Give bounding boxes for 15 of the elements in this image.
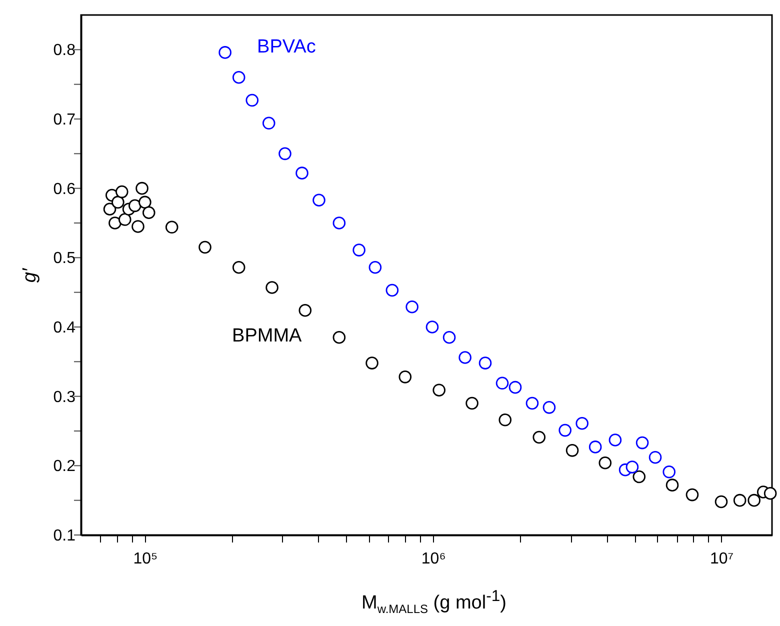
y-tick-label: 0.5 [53,250,76,268]
y-tick-label: 0.8 [53,42,76,60]
y-tick-label: 0.7 [53,112,76,128]
x-tick-label: 10⁵ [133,550,158,568]
series-label: BPMMA [232,325,302,346]
y-tick-label: 0.4 [53,320,76,336]
y-tick-label: 0.3 [53,388,76,406]
series-label: BPVAc [257,36,316,58]
x-tick-label: 10⁷ [710,550,734,568]
y-tick-label: 0.2 [53,458,76,476]
y-tick-label: 0.6 [53,180,76,198]
y-tick-label: 0.1 [53,528,76,544]
x-tick-label: 10⁶ [421,550,446,568]
y-axis-title: g′ [19,267,40,283]
x-axis-title: M$_{w.MALLS}$ (g mol$^{-1}$) [360,588,508,616]
